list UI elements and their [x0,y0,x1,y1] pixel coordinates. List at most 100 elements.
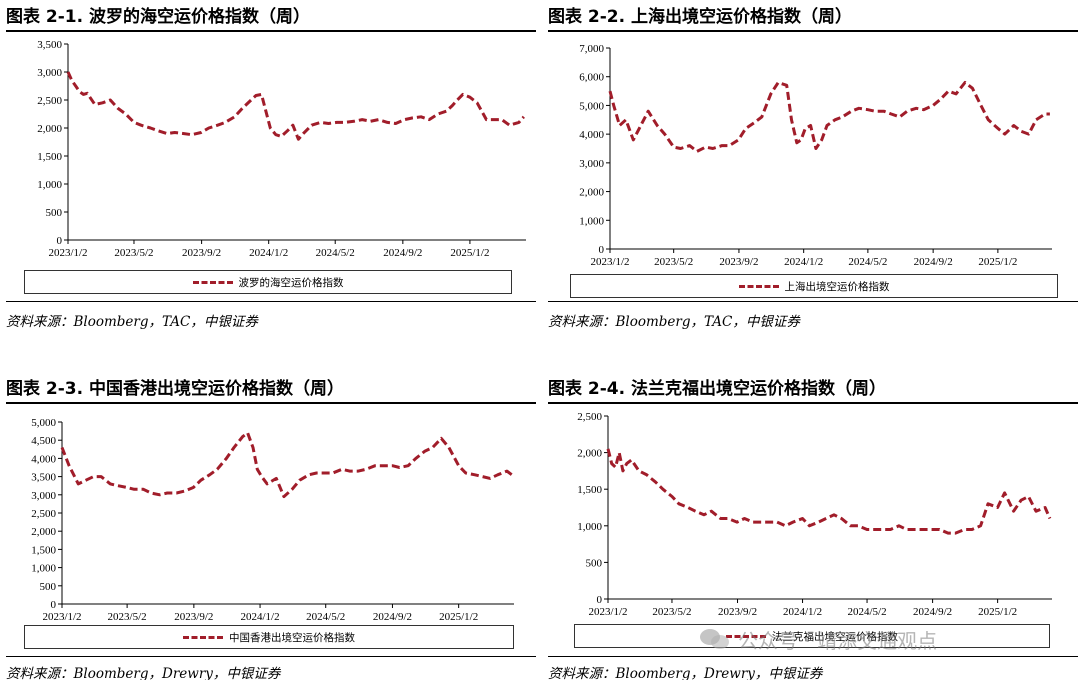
x-tick-label: 2024/9/2 [914,256,953,268]
source-rule [548,301,1078,302]
source-note: 资料来源：Bloomberg，Drewry，中银证券 [548,666,823,680]
source-note: 资料来源：Bloomberg，Drewry，中银证券 [6,666,281,680]
chart-title: 图表 2-3. 中国香港出境空运价格指数（周） [6,379,345,399]
y-tick-label: 1,000 [579,215,604,227]
title-rule [548,30,1078,32]
x-tick-label: 2024/5/2 [306,611,345,622]
series-line [608,81,1050,153]
y-tick-label: 2,000 [37,123,62,135]
x-tick-label: 2024/5/2 [316,247,355,259]
x-tick-label: 2024/9/2 [373,611,412,622]
y-tick-label: 1,000 [37,179,62,191]
series-line [66,71,525,141]
title-rule [6,402,536,404]
y-tick-label: 0 [51,599,57,611]
legend-box: 波罗的海空运价格指数 [24,270,512,294]
x-tick-label: 2024/1/2 [240,611,279,622]
y-tick-label: 5,000 [579,100,604,112]
y-tick-label: 1,500 [37,151,62,163]
x-tick-label: 2024/5/2 [847,606,886,618]
x-tick-label: 2023/1/2 [48,247,87,259]
legend-line-icon [738,284,779,288]
x-tick-label: 2023/9/2 [719,256,758,268]
y-tick-label: 0 [599,244,605,256]
legend-label: 上海出境空运价格指数 [784,280,890,293]
x-tick-label: 2024/9/2 [913,606,952,618]
legend-line-icon [192,280,233,284]
y-tick-label: 500 [586,557,603,569]
legend-line-icon [183,635,223,639]
x-tick-label: 2023/5/2 [114,247,153,259]
x-tick-label: 2025/1/2 [439,611,478,622]
legend-label: 中国香港出境空运价格指数 [229,631,355,644]
y-tick-label: 4,000 [31,453,56,465]
legend-box: 法兰克福出境空运价格指数 [574,624,1050,648]
y-tick-label: 5,000 [31,417,56,429]
x-tick-label: 2023/9/2 [182,247,221,259]
x-tick-label: 2023/1/2 [588,606,627,618]
y-tick-label: 0 [597,594,603,606]
series-line [606,448,1052,535]
chart-title: 图表 2-1. 波罗的海空运价格指数（周） [6,7,311,27]
x-tick-label: 2023/1/2 [590,256,629,268]
y-tick-label: 1,500 [577,484,602,496]
chart-panel-baltic: 图表 2-1. 波罗的海空运价格指数（周） 0 500 1,000 1,500 2,00… [6,0,536,340]
x-tick-label: 2024/1/2 [249,247,288,259]
legend-box: 上海出境空运价格指数 [570,274,1058,298]
chart-svg: 0 1,000 2,000 3,000 4,000 5,000 6,000 7,000 2023… [579,43,1052,268]
chart-svg: 0 500 1,000 1,500 2,000 2,500 2023/1/2 2023/5/2… [577,411,1052,618]
chart-panel-frankfurt: 图表 2-4. 法兰克福出境空运价格指数（周） 0 500 1,000 1,500 2,… [548,372,1078,680]
y-tick-label: 2,500 [577,411,602,423]
y-tick-label: 1,500 [31,544,56,556]
y-tick-label: 4,500 [31,435,56,447]
source-note: 资料来源：Bloomberg，TAC，中银证券 [548,314,800,330]
y-tick-label: 2,500 [37,95,62,107]
x-tick-label: 2025/1/2 [978,256,1017,268]
legend-line-icon [726,634,766,638]
chart-svg: 0 500 1,000 1,500 2,000 2,500 3,000 3,500 4,000 4… [31,417,514,622]
chart-svg: 0 500 1,000 1,500 2,000 2,500 3,000 3,500 2023/1… [37,39,526,259]
source-rule [6,301,536,302]
y-tick-label: 0 [57,235,63,247]
chart-title: 图表 2-2. 上海出境空运价格指数（周） [548,7,853,27]
x-tick-label: 2023/9/2 [718,606,757,618]
y-tick-label: 4,000 [579,129,604,141]
x-tick-label: 2025/1/2 [978,606,1017,618]
legend-label: 波罗的海空运价格指数 [238,276,344,289]
x-tick-label: 2024/9/2 [383,247,422,259]
y-tick-label: 1,000 [577,521,602,533]
x-tick-label: 2024/1/2 [784,256,823,268]
y-tick-label: 2,000 [31,526,56,538]
title-rule [6,30,536,32]
x-tick-label: 2025/1/2 [450,247,489,259]
y-tick-label: 7,000 [579,43,604,55]
legend-label: 法兰克福出境空运价格指数 [772,630,898,643]
x-tick-label: 2023/5/2 [652,606,691,618]
y-tick-label: 6,000 [579,72,604,84]
y-tick-label: 500 [40,581,57,593]
y-tick-label: 2,000 [577,448,602,460]
source-rule [6,656,536,657]
x-tick-label: 2024/1/2 [783,606,822,618]
legend-box: 中国香港出境空运价格指数 [24,625,514,649]
x-tick-label: 2023/9/2 [174,611,213,622]
y-tick-label: 3,000 [579,158,604,170]
chart-panel-hongkong: 图表 2-3. 中国香港出境空运价格指数（周） 0 500 1,000 1,500 2,… [6,372,536,680]
x-tick-label: 2023/1/2 [42,611,81,622]
x-tick-label: 2023/5/2 [108,611,147,622]
x-tick-label: 2023/5/2 [654,256,693,268]
y-tick-label: 2,500 [31,508,56,520]
y-tick-label: 3,000 [31,490,56,502]
chart-title: 图表 2-4. 法兰克福出境空运价格指数（周） [548,379,887,399]
title-rule [548,402,1078,404]
source-note: 资料来源：Bloomberg，TAC，中银证券 [6,314,258,330]
y-tick-label: 3,500 [37,39,62,51]
y-tick-label: 3,500 [31,472,56,484]
y-tick-label: 500 [46,207,63,219]
y-tick-label: 3,000 [37,67,62,79]
series-line [60,431,513,499]
source-rule [548,656,1078,657]
y-tick-label: 2,000 [579,187,604,199]
x-tick-label: 2024/5/2 [848,256,887,268]
chart-panel-shanghai: 图表 2-2. 上海出境空运价格指数（周） 0 1,000 2,000 3,000 4,… [548,0,1078,340]
